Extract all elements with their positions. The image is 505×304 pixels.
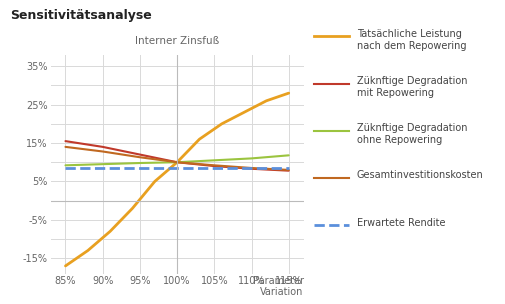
Text: mit Repowering: mit Repowering (356, 88, 433, 98)
Tatsächliche Leistung
nach dem Repowering (218, 122, 224, 126)
Text: Tatsächliche Leistung: Tatsächliche Leistung (356, 29, 461, 39)
Line: Züknftige Degradation
ohne Repowering: Züknftige Degradation ohne Repowering (65, 155, 288, 165)
Tatsächliche Leistung
nach dem Repowering (107, 230, 113, 233)
Text: Züknftige Degradation: Züknftige Degradation (356, 76, 466, 86)
Text: Gesamtinvestitionskosten: Gesamtinvestitionskosten (356, 171, 482, 180)
Gesamtinvestitionskosten (248, 166, 254, 170)
Text: Sensitivitätsanalyse: Sensitivitätsanalyse (10, 9, 151, 22)
Line: Gesamtinvestitionskosten: Gesamtinvestitionskosten (65, 147, 288, 170)
Züknftige Degradation
mit Repowering (174, 161, 180, 164)
Tatsächliche Leistung
nach dem Repowering (152, 180, 158, 183)
Gesamtinvestitionskosten (285, 168, 291, 172)
Züknftige Degradation
mit Repowering (62, 139, 68, 143)
Züknftige Degradation
ohne Repowering (99, 162, 106, 166)
Tatsächliche Leistung
nach dem Repowering (85, 249, 91, 252)
Text: nach dem Repowering: nach dem Repowering (356, 41, 465, 50)
Züknftige Degradation
mit Repowering (211, 164, 217, 168)
Text: Interner Zinsfuß: Interner Zinsfuß (135, 36, 219, 46)
Züknftige Degradation
ohne Repowering (174, 161, 180, 164)
Tatsächliche Leistung
nach dem Repowering (129, 206, 135, 210)
Züknftige Degradation
ohne Repowering (136, 161, 142, 165)
Tatsächliche Leistung
nach dem Repowering (174, 161, 180, 164)
Züknftige Degradation
mit Repowering (99, 145, 106, 149)
Gesamtinvestitionskosten (136, 155, 142, 159)
Gesamtinvestitionskosten (99, 150, 106, 153)
Tatsächliche Leistung
nach dem Repowering (62, 264, 68, 268)
Text: Erwartete Rendite: Erwartete Rendite (356, 218, 444, 227)
Züknftige Degradation
ohne Repowering (248, 157, 254, 160)
Tatsächliche Leistung
nach dem Repowering (285, 91, 291, 95)
Züknftige Degradation
mit Repowering (248, 167, 254, 171)
Gesamtinvestitionskosten (62, 145, 68, 149)
Züknftige Degradation
ohne Repowering (62, 164, 68, 167)
Tatsächliche Leistung
nach dem Repowering (263, 99, 269, 103)
Züknftige Degradation
mit Repowering (136, 153, 142, 156)
Tatsächliche Leistung
nach dem Repowering (240, 110, 246, 114)
Text: ohne Repowering: ohne Repowering (356, 135, 441, 145)
Züknftige Degradation
ohne Repowering (211, 158, 217, 162)
Line: Tatsächliche Leistung
nach dem Repowering: Tatsächliche Leistung nach dem Repowerin… (65, 93, 288, 266)
Text: Züknftige Degradation: Züknftige Degradation (356, 123, 466, 133)
Züknftige Degradation
mit Repowering (285, 169, 291, 172)
Tatsächliche Leistung
nach dem Repowering (196, 137, 202, 141)
Gesamtinvestitionskosten (174, 161, 180, 164)
Line: Züknftige Degradation
mit Repowering: Züknftige Degradation mit Repowering (65, 141, 288, 171)
Züknftige Degradation
ohne Repowering (285, 154, 291, 157)
Gesamtinvestitionskosten (211, 164, 217, 167)
Text: Parameter
Variation: Parameter Variation (252, 276, 303, 297)
